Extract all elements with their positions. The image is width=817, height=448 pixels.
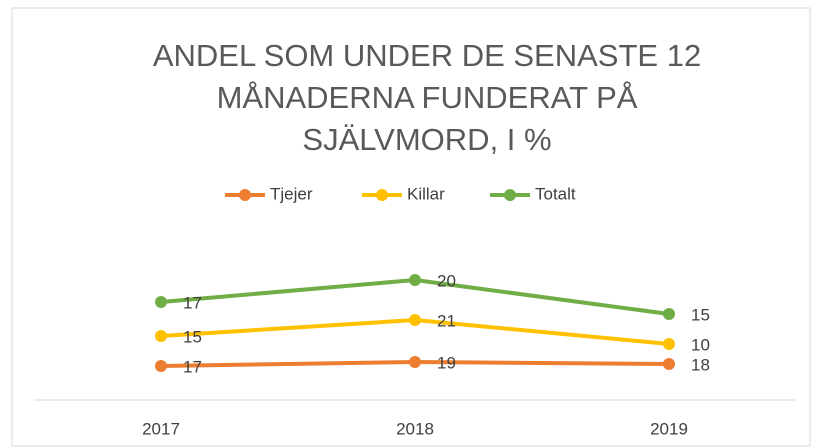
legend-label: Killar — [407, 184, 445, 203]
chart-border — [11, 7, 811, 447]
point — [155, 360, 167, 372]
x-tick-label: 2019 — [650, 419, 688, 438]
point — [663, 338, 675, 350]
legend-marker — [504, 189, 516, 201]
point — [409, 356, 421, 368]
data-label: 20 — [437, 271, 456, 290]
data-label: 15 — [183, 327, 202, 346]
legend-marker — [376, 189, 388, 201]
point — [155, 296, 167, 308]
point — [663, 358, 675, 370]
x-tick-label: 2018 — [396, 419, 434, 438]
legend-label: Tjejer — [270, 184, 313, 203]
point — [409, 274, 421, 286]
point — [155, 330, 167, 342]
data-label: 19 — [437, 353, 456, 372]
chart-title: ANDEL SOM UNDER DE SENASTE 12 MÅNADERNA … — [152, 38, 702, 157]
point — [663, 308, 675, 320]
data-label: 21 — [437, 311, 456, 330]
legend-label: Totalt — [535, 184, 576, 203]
x-tick-label: 2017 — [142, 419, 180, 438]
data-label: 18 — [691, 355, 710, 374]
data-label: 17 — [183, 357, 202, 376]
data-label: 10 — [691, 335, 710, 354]
point — [409, 314, 421, 326]
data-label: 15 — [691, 305, 710, 324]
data-label: 17 — [183, 293, 202, 312]
legend-marker — [239, 189, 251, 201]
